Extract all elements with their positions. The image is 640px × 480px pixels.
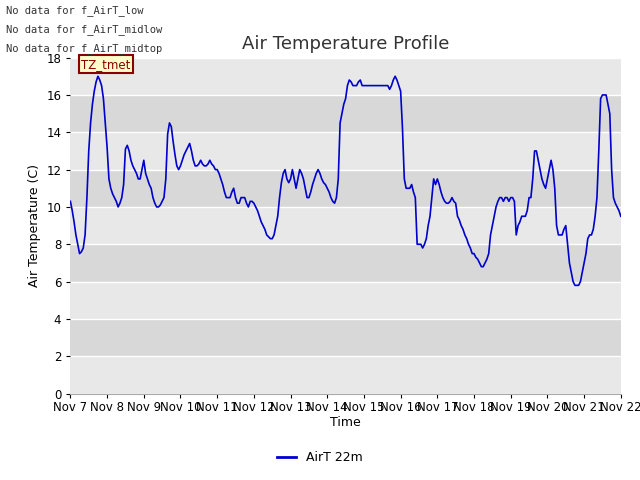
Bar (70, 58, 621, 95)
Bar (70, 244, 621, 282)
Text: No data for f_AirT_midlow: No data for f_AirT_midlow (6, 24, 163, 35)
Bar (70, 319, 621, 356)
Bar (70, 282, 621, 319)
Y-axis label: Air Temperature (C): Air Temperature (C) (28, 164, 41, 287)
Bar (70, 207, 621, 244)
Text: No data for f_AirT_midtop: No data for f_AirT_midtop (6, 43, 163, 54)
X-axis label: Time: Time (330, 416, 361, 429)
Text: No data for f_AirT_low: No data for f_AirT_low (6, 5, 144, 16)
Title: Air Temperature Profile: Air Temperature Profile (242, 35, 449, 53)
Legend: AirT 22m: AirT 22m (272, 446, 368, 469)
Bar (70, 132, 621, 169)
Bar (70, 356, 621, 394)
Bar (70, 169, 621, 207)
Text: TZ_tmet: TZ_tmet (81, 58, 131, 71)
Bar (70, 95, 621, 132)
